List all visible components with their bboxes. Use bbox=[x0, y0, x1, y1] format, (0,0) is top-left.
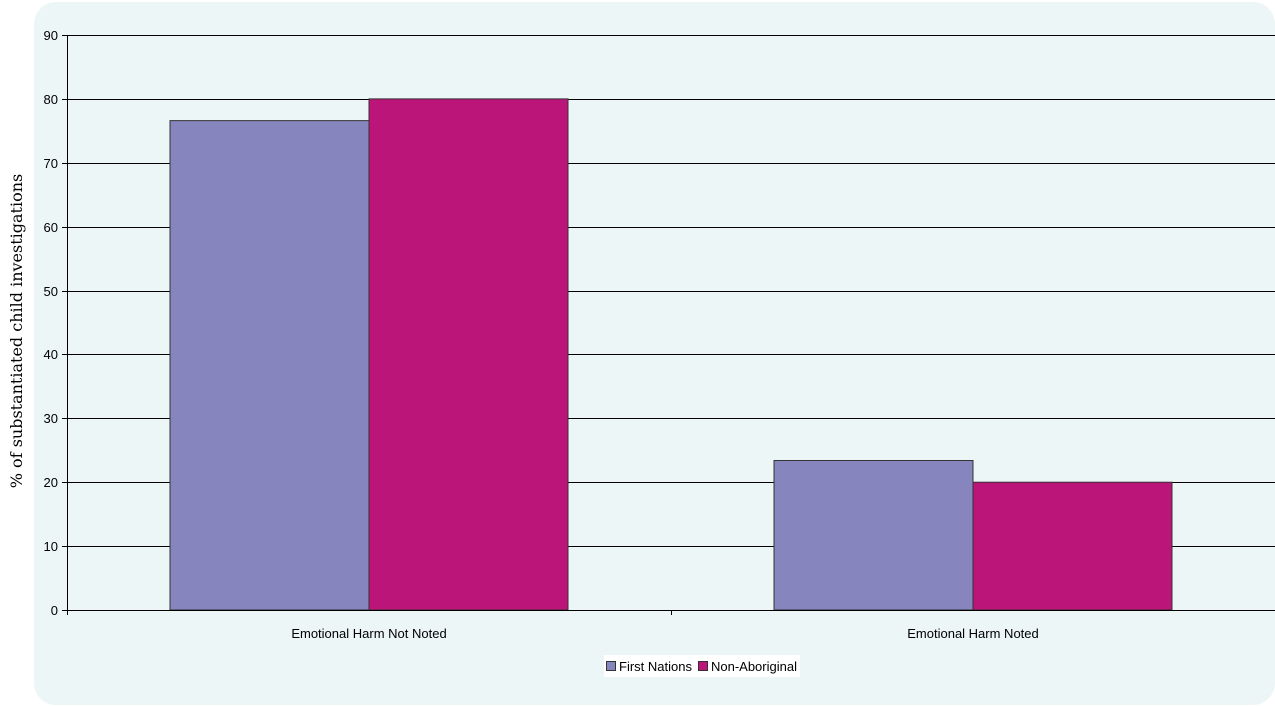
bar-non-aboriginal-1 bbox=[368, 98, 569, 611]
legend-item: First Nations bbox=[606, 659, 692, 674]
bars bbox=[169, 98, 1173, 611]
y-tick-label: 40 bbox=[44, 347, 58, 362]
legend-swatch bbox=[697, 661, 708, 671]
legend-swatch bbox=[606, 661, 616, 671]
y-tick-label: 20 bbox=[44, 475, 58, 490]
y-tick-label: 80 bbox=[44, 92, 58, 107]
y-tick-label: 10 bbox=[44, 539, 58, 554]
legend-label: First Nations bbox=[619, 658, 692, 674]
legend: First Nations Non-Aboriginal bbox=[604, 655, 800, 677]
x-axis-ticks: Emotional Harm Not Noted Emotional Harm N… bbox=[67, 610, 1039, 641]
y-tick-label: 90 bbox=[44, 28, 58, 43]
y-tick-label: 70 bbox=[44, 156, 58, 171]
y-axis-label: % of substantiated child investigations bbox=[7, 174, 26, 488]
bar-non-aboriginal-2 bbox=[972, 481, 1173, 611]
legend-item: Non-Aboriginal bbox=[697, 658, 797, 674]
y-axis-ticks: 0 10 20 30 40 50 60 70 80 90 bbox=[44, 28, 67, 618]
y-tick-label: 50 bbox=[44, 284, 58, 299]
y-tick-label: 30 bbox=[44, 411, 58, 426]
y-tick-label: 60 bbox=[44, 220, 58, 235]
bar-first-nations-2 bbox=[773, 460, 974, 611]
x-tick-label: Emotional Harm Not Noted bbox=[291, 626, 446, 641]
y-tick-label: 0 bbox=[51, 603, 58, 618]
bar-first-nations-1 bbox=[169, 120, 370, 611]
x-tick-label: Emotional Harm Noted bbox=[907, 626, 1039, 641]
legend-label: Non-Aboriginal bbox=[710, 658, 797, 674]
